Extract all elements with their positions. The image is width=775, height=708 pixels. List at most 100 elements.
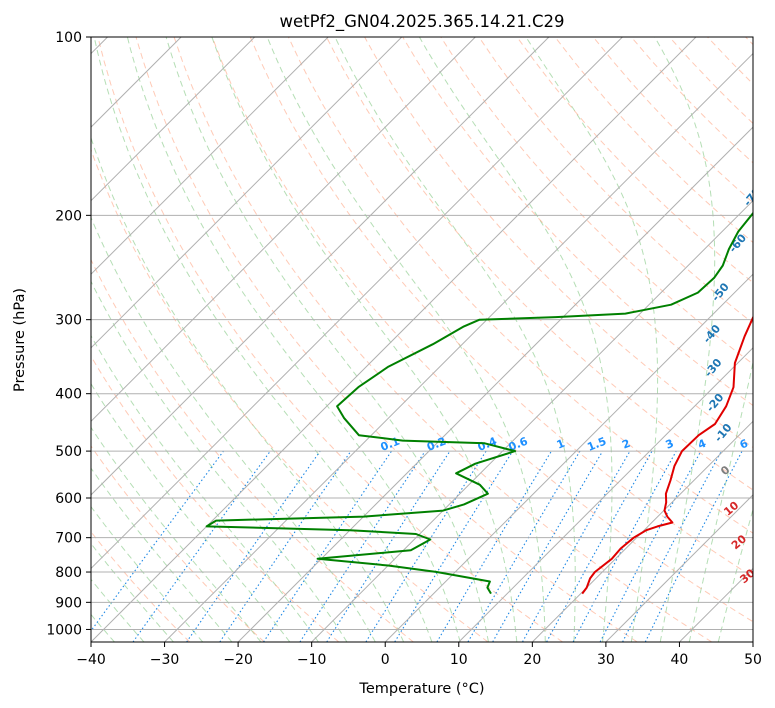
mixing-ratio-line <box>546 450 653 642</box>
x-tick-label: 0 <box>381 652 390 668</box>
sounding-profiles <box>205 211 753 595</box>
moist-adiabat-line <box>91 467 233 642</box>
moist-adiabat-line <box>93 37 433 642</box>
dry-adiabat-line <box>592 37 753 204</box>
x-tick-label: −40 <box>76 652 106 668</box>
x-axis-ticks: −40 −30 −20 −10 0 10 20 30 40 50 <box>76 642 762 668</box>
moist-adiabat-line <box>126 37 461 642</box>
x-tick-label: 30 <box>597 652 615 668</box>
dry-adiabat-label: -30 <box>702 356 725 380</box>
dry-adiabat-line <box>745 37 753 46</box>
isotherm-line <box>679 567 753 642</box>
x-tick-label: 10 <box>450 652 468 668</box>
mixing-ratio-line <box>186 450 321 642</box>
dry-adiabat-line <box>326 37 753 491</box>
dry-adiabat-line <box>135 37 638 642</box>
dry-adiabat-line <box>478 37 753 324</box>
moist-adiabat-line <box>91 426 262 642</box>
dry-adiabats <box>91 37 753 642</box>
y-tick-label: 1000 <box>46 622 82 638</box>
isotherm-line <box>91 37 623 570</box>
isotherm-line <box>91 37 697 642</box>
moist-adiabat-line <box>91 334 319 642</box>
y-tick-label: 200 <box>55 208 82 224</box>
mixing-ratio-line <box>91 450 224 632</box>
moist-adiabats <box>91 37 753 642</box>
moist-adiabat-line <box>211 37 518 642</box>
dewpoint-profile <box>205 211 753 595</box>
y-tick-label: 700 <box>55 531 82 547</box>
mixing-ratio-line <box>219 450 352 642</box>
moist-adiabat-label: 10 <box>721 499 741 519</box>
moist-adiabat-line <box>91 382 291 642</box>
y-axis-ticks: 100 200 300 400 500 600 700 800 900 1000 <box>46 30 91 638</box>
isotherm-line <box>311 199 753 642</box>
mixing-ratio-label: 8 <box>768 437 775 452</box>
isotherm-line <box>91 37 550 496</box>
y-tick-label: 900 <box>55 595 82 611</box>
moist-adiabat-line <box>91 578 145 642</box>
dry-adiabat-label: -50 <box>709 280 732 304</box>
isotherm-line <box>384 273 753 642</box>
y-tick-label: 100 <box>55 30 82 46</box>
x-tick-label: 20 <box>523 652 541 668</box>
isotherm-line <box>237 126 753 642</box>
y-tick-label: 800 <box>55 565 82 581</box>
moist-adiabat-line <box>91 216 376 642</box>
isotherms <box>91 37 753 642</box>
dry-adiabat-line <box>97 37 563 642</box>
y-tick-label: 400 <box>55 387 82 403</box>
mixing-ratio-line <box>263 450 392 642</box>
mixing-ratio-line <box>644 450 743 642</box>
isotherm-line <box>164 52 753 642</box>
dry-adiabat-line <box>669 37 753 125</box>
mixing-ratio-label: 1 <box>555 437 567 452</box>
x-tick-label: −30 <box>150 652 180 668</box>
moist-adiabat-line <box>654 37 716 642</box>
mixing-ratio-line <box>299 450 426 642</box>
isotherm-line <box>605 494 753 642</box>
plot-area: -100-90-80-70-60-50-40-30-20-100.10.20.4… <box>91 37 775 642</box>
isotherm-line <box>531 420 753 642</box>
isobars <box>91 37 753 630</box>
isotherm-line <box>91 37 256 202</box>
dry-adiabat-label: -60 <box>726 231 749 255</box>
mixing-ratio-line <box>326 450 451 642</box>
moist-adiabat-line <box>91 136 405 642</box>
dry-adiabat-line <box>440 37 753 365</box>
moist-adiabat-line <box>334 37 576 642</box>
y-tick-label: 600 <box>55 491 82 507</box>
isotherm-line <box>752 641 753 642</box>
chart-title: wetPf2_GN04.2025.365.14.21.C29 <box>280 12 565 32</box>
plot-frame <box>90 36 754 643</box>
dry-adiabat-line <box>287 37 753 534</box>
x-tick-label: −20 <box>223 652 253 668</box>
isotherm-line <box>91 37 403 349</box>
mixing-ratio-label: 4 <box>696 437 708 452</box>
dry-adiabat-line <box>91 531 191 642</box>
x-tick-label: 50 <box>744 652 762 668</box>
dry-adiabat-line <box>211 37 753 623</box>
moist-adiabat-line <box>418 37 613 642</box>
moist-adiabat-line <box>266 37 546 642</box>
moist-adiabat-label: 0 <box>718 463 732 478</box>
dry-adiabat-label: -70 <box>741 185 764 209</box>
dry-adiabat-label: -80 <box>754 144 775 168</box>
moist-adiabat-line <box>91 280 348 642</box>
mixing-ratio-label: 3 <box>664 437 676 452</box>
x-tick-label: −10 <box>297 652 327 668</box>
temperature-profile <box>581 315 753 595</box>
moist-adiabat-line <box>688 360 753 642</box>
x-tick-label: 40 <box>671 652 689 668</box>
moist-adiabat-line <box>91 542 174 642</box>
moist-adiabat-label: 40 <box>757 588 775 608</box>
mixing-ratio-line <box>572 450 677 642</box>
isotherm-line <box>91 37 476 423</box>
y-tick-label: 300 <box>55 313 82 329</box>
dry-adiabat-line <box>91 355 340 642</box>
isotherm-line <box>91 37 329 275</box>
dry-adiabat-label: -40 <box>700 322 723 346</box>
moist-adiabat-line <box>525 37 659 642</box>
moist-adiabat-line <box>91 505 204 642</box>
